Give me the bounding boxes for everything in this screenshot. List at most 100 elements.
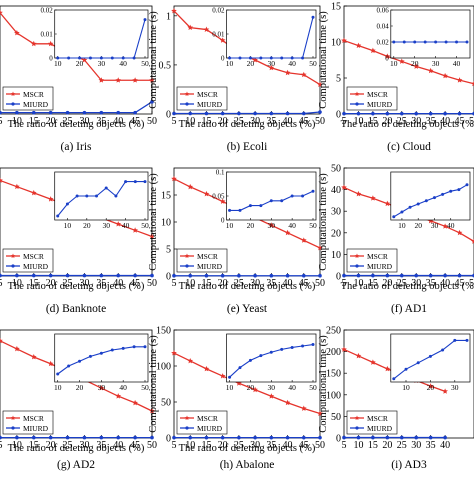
inset-x-tick-label: 10 [64, 221, 72, 230]
x-tick-label: 35 [266, 278, 276, 289]
data-point-miurd [48, 110, 53, 115]
x-tick-label: 30 [250, 440, 260, 451]
x-tick-label: 50 [147, 440, 157, 451]
data-point-miurd [269, 435, 274, 440]
y-tick-label: 0 [166, 434, 171, 445]
data-point-mscr [187, 183, 194, 190]
x-tick-label: 10 [12, 278, 22, 289]
data-point-mscr [98, 385, 105, 391]
legend-label: MIURD [23, 262, 49, 271]
inset-x-tick-label: 10 [398, 221, 406, 230]
x-tick-label: 5 [342, 116, 347, 127]
y-tick-label: 50 [331, 412, 341, 423]
x-tick-label: 30 [411, 116, 421, 127]
inset-data-point [248, 358, 252, 362]
subplot-caption: (g) AD2 [57, 459, 95, 471]
data-point-mscr [219, 198, 226, 204]
data-point-miurd [116, 435, 121, 440]
data-point-miurd [443, 435, 447, 440]
data-point-miurd [301, 435, 306, 440]
inset-data-point [402, 40, 406, 44]
inset-data-point [455, 40, 459, 44]
data-point-mscr [149, 233, 155, 239]
inset-x-tick-label: 50 [309, 59, 317, 68]
x-tick-label: 30 [79, 278, 89, 289]
subplot-caption: (h) Abalone [220, 459, 275, 471]
x-tick-label: 5 [342, 278, 347, 289]
data-point-mscr [300, 405, 307, 411]
data-point-mscr [317, 410, 323, 416]
data-point-miurd [15, 273, 19, 278]
data-point-miurd [15, 435, 19, 440]
data-point-miurd [285, 111, 290, 116]
inset-data-point [228, 208, 232, 212]
data-point-miurd [414, 111, 419, 116]
legend-label: MIURD [367, 424, 393, 433]
data-point-miurd [82, 435, 87, 440]
subplot-caption: (e) Yeast [227, 303, 268, 315]
data-point-miurd [342, 435, 346, 440]
data-point-miurd [443, 273, 447, 278]
data-point-miurd [399, 435, 404, 440]
inset-data-point [269, 199, 273, 203]
y-axis-label: Computational time (s) [318, 335, 329, 433]
x-tick-label: 20 [218, 278, 228, 289]
x-tick-label: 20 [46, 440, 56, 451]
inset-data-point [280, 199, 284, 203]
data-point-mscr [252, 386, 258, 393]
data-point-miurd [414, 435, 419, 440]
x-tick-label: 35 [96, 278, 106, 289]
inset-x-tick-label: 20 [427, 383, 435, 392]
inset-y-tick-label: 0.06 [377, 7, 390, 15]
data-point-mscr [355, 42, 362, 49]
y-tick-label: 1 [166, 11, 171, 22]
data-point-mscr [252, 57, 258, 63]
inset-y-tick-label: 0.02 [377, 39, 390, 47]
inset-x-tick-label: 40 [119, 59, 127, 68]
inset-y-tick-label: 0 [221, 55, 225, 63]
inset-e: 10 20 30 40 50 0 0.05 0.1 [212, 169, 317, 231]
data-point-mscr [14, 30, 20, 36]
inset-data-point [56, 214, 60, 218]
data-point-mscr [341, 37, 347, 43]
legend-label: MIURD [23, 424, 49, 433]
inset-data-point [133, 180, 137, 184]
inset-data-point [99, 56, 103, 60]
inset-frame [390, 9, 471, 59]
y-tick-label: 10 [331, 38, 341, 49]
data-point-miurd [220, 273, 225, 278]
data-point-mscr [456, 229, 463, 236]
x-tick-label: 15 [201, 116, 211, 127]
data-point-miurd [204, 111, 209, 116]
inset-d: 10 20 30 40 50 [54, 171, 149, 230]
x-tick-label: 45 [455, 278, 465, 289]
data-point-miurd [172, 435, 176, 440]
inset-data-point [408, 205, 412, 209]
data-point-miurd [48, 435, 53, 440]
series-line-mscr [173, 352, 321, 415]
x-tick-label: 35 [96, 440, 106, 451]
x-tick-label: 15 [29, 116, 39, 127]
data-point-miurd [318, 110, 322, 114]
inset-data-point [56, 56, 60, 60]
y-tick-label: 150 [156, 326, 171, 337]
x-tick-label: 30 [250, 278, 260, 289]
data-point-mscr [132, 77, 138, 83]
x-tick-label: 10 [12, 440, 22, 451]
x-tick-label: 5 [172, 116, 177, 127]
legend-label: MIURD [197, 262, 223, 271]
data-point-mscr [355, 190, 362, 197]
data-point-miurd [385, 273, 390, 278]
data-point-miurd [150, 273, 154, 278]
inset-data-point [449, 189, 453, 193]
legend-marker [10, 253, 16, 259]
inset-data-point [404, 367, 408, 371]
y-tick-label: 100 [326, 390, 341, 401]
data-point-miurd [188, 273, 193, 278]
legend-marker [354, 91, 360, 97]
inset-x-tick-label: 10 [390, 59, 398, 68]
inset-data-point [301, 344, 305, 348]
x-tick-label: 25 [63, 278, 73, 289]
